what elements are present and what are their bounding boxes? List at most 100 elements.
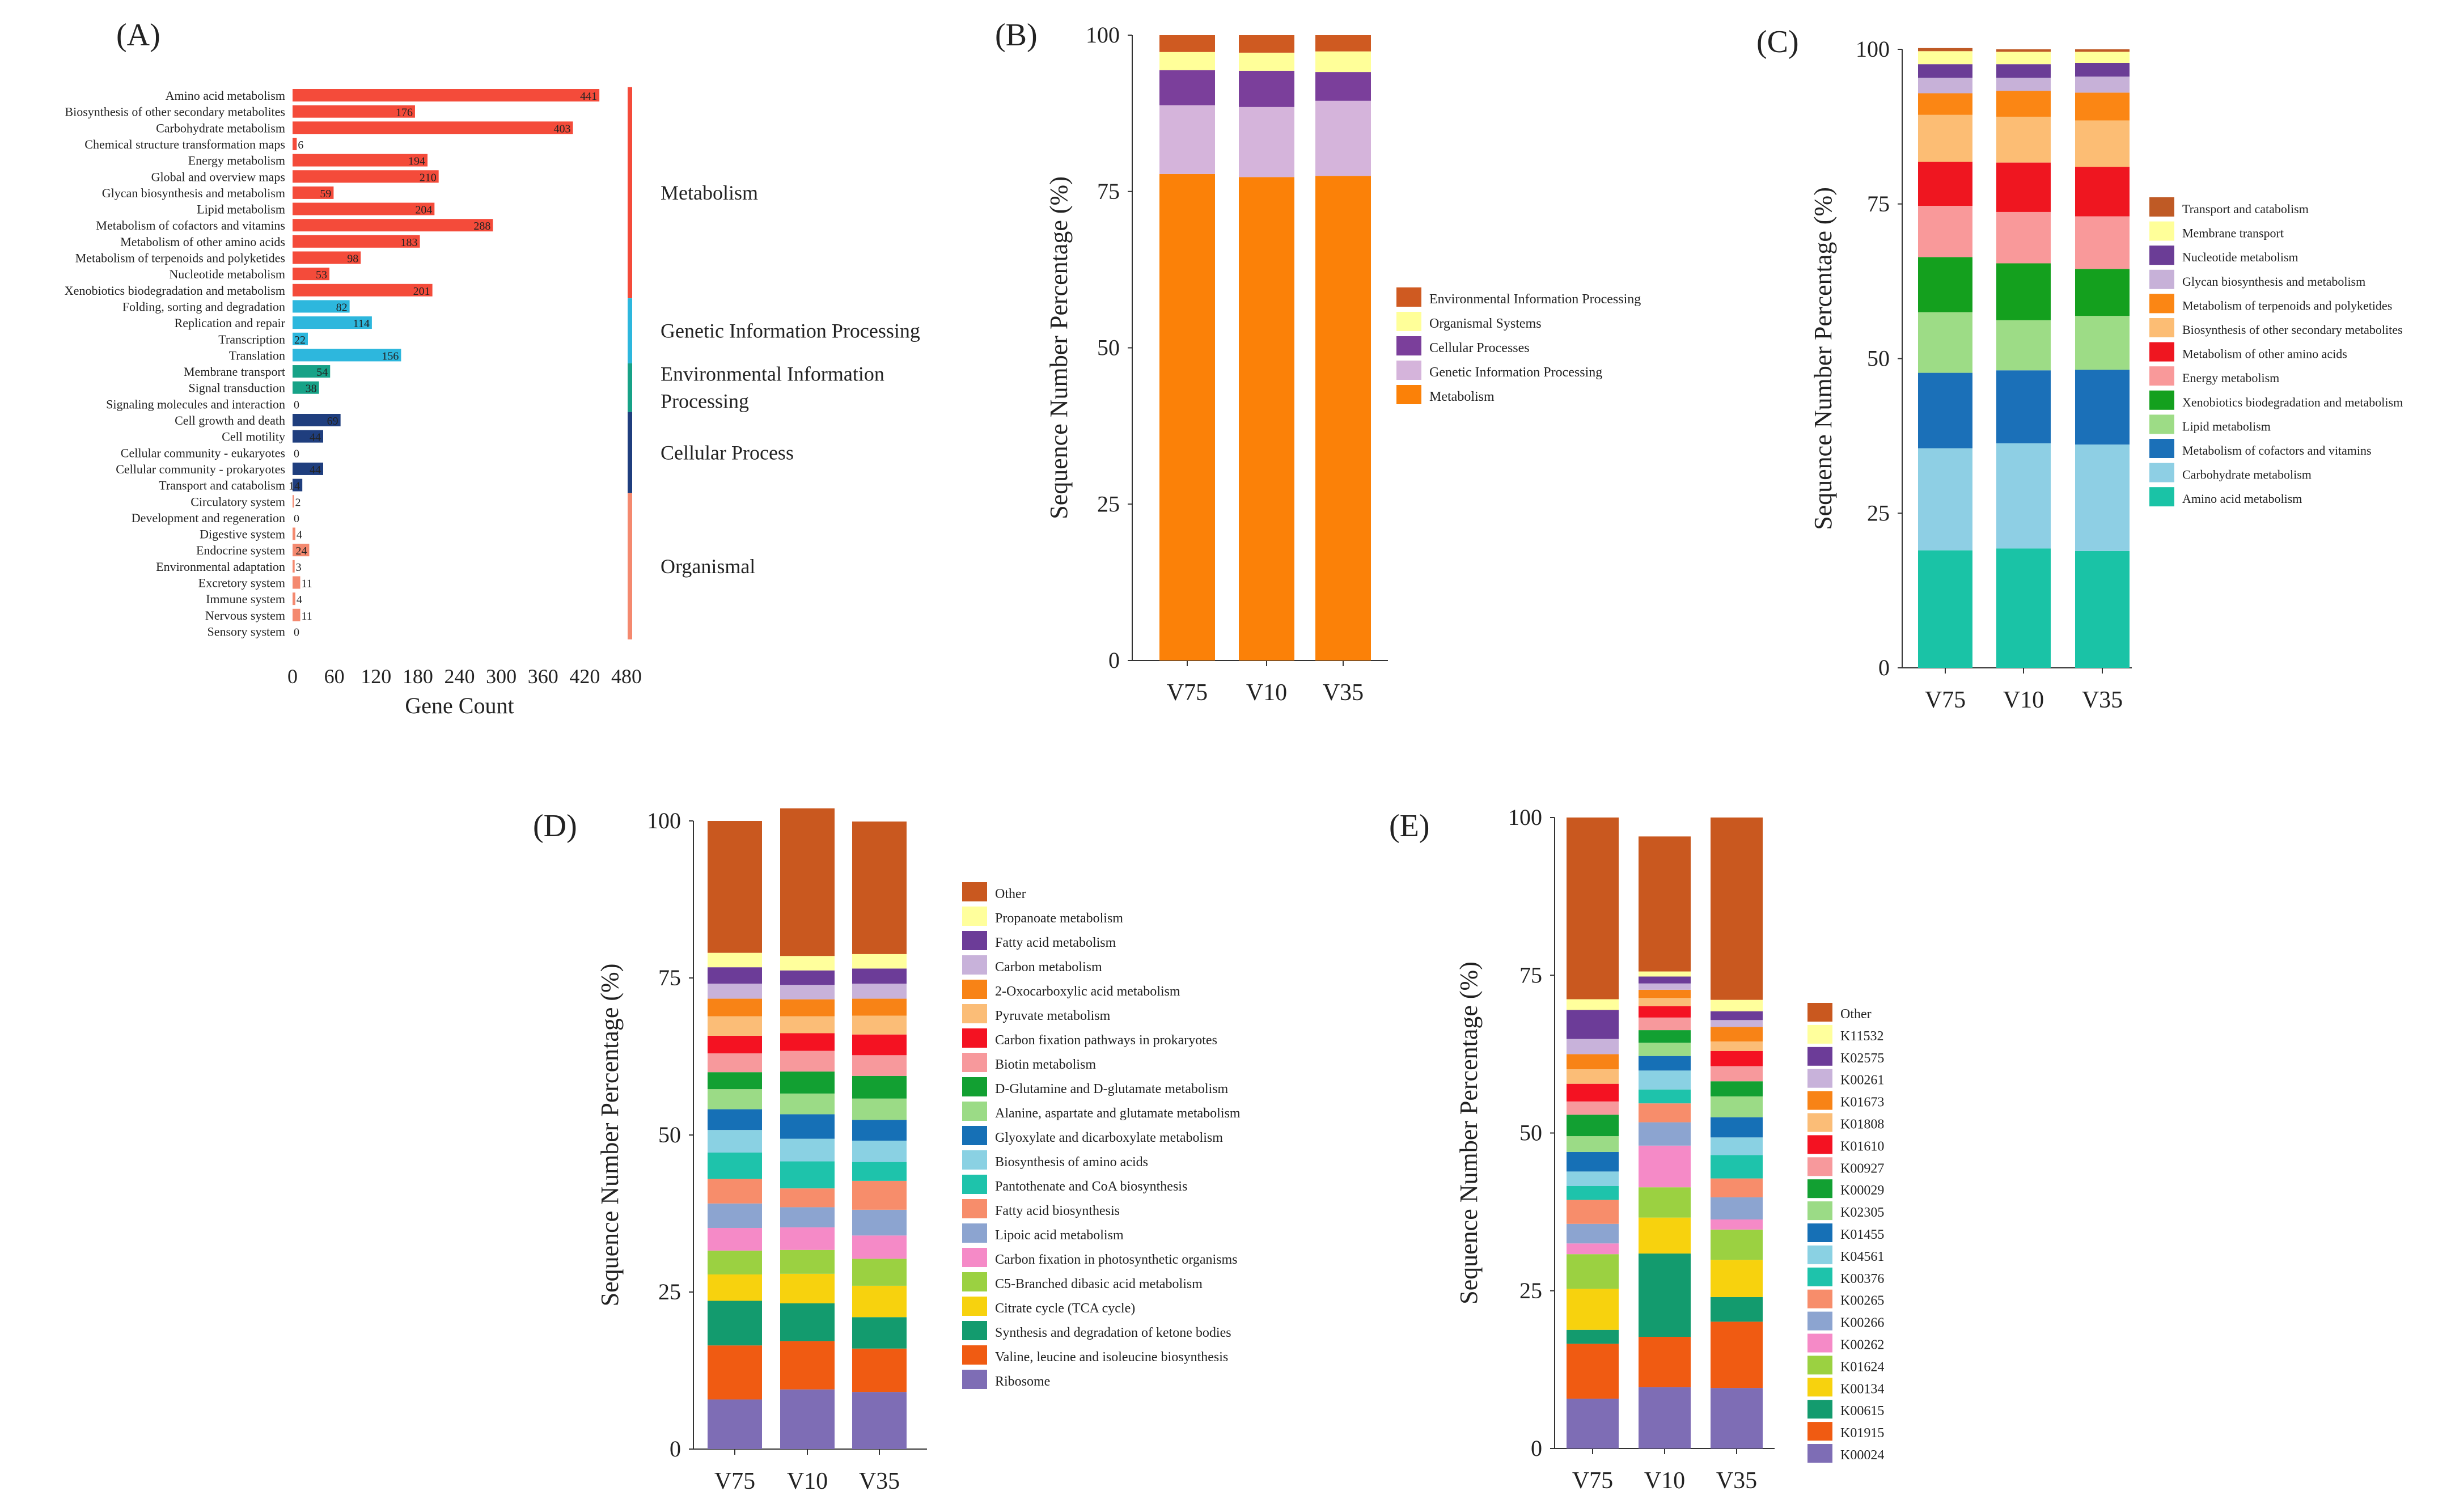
x-tick-v35: V35	[1716, 1468, 1757, 1494]
category-label-carbohydrate-metabolism: Carbohydrate metabolism	[156, 121, 285, 135]
x-tick-0: 0	[287, 665, 298, 688]
bar-amino-acid-metabolism	[293, 89, 600, 101]
y-tick-0: 0	[670, 1436, 681, 1462]
bar-v10-biosynthesis-of-other-secondary-metabolites	[1996, 116, 2051, 163]
group-label-organismal: Organismal	[661, 555, 755, 578]
bar-v10-c5-branched-dibasic-acid-metabolism	[780, 1250, 835, 1274]
legend-label-energy-metabolism: Energy metabolism	[2182, 371, 2279, 385]
bar-v35-membrane-transport	[2075, 52, 2130, 63]
legend-label-k01610: K01610	[1840, 1139, 1884, 1154]
y-tick-50: 50	[1519, 1120, 1542, 1146]
bar-v35-environmental-information-processing	[1315, 35, 1371, 52]
bar-v10-other	[1639, 836, 1691, 972]
panel-label-a: (A)	[116, 18, 160, 53]
value-label-translation: 156	[382, 350, 399, 362]
x-tick-120: 120	[361, 665, 391, 688]
bar-v35-citrate-cycle-tca-cycle	[852, 1285, 907, 1318]
legend-swatch-ribosome	[962, 1370, 987, 1389]
bar-v10-ribosome	[780, 1389, 835, 1449]
bar-v10-lipoic-acid-metabolism	[780, 1207, 835, 1227]
x-tick-v75: V75	[1167, 680, 1208, 706]
bar-v35-metabolism-of-other-amino-acids	[2075, 167, 2130, 217]
value-label-glycan-biosynthesis-and-metabolism: 59	[320, 188, 331, 200]
bar-lipid-metabolism	[293, 202, 435, 215]
legend-label-transport-and-catabolism: Transport and catabolism	[2182, 202, 2309, 216]
category-label-cell-motility: Cell motility	[222, 430, 285, 444]
bar-v10-k00261	[1639, 983, 1691, 990]
legend-swatch-pantothenate-and-coa-biosynthesis	[962, 1175, 987, 1194]
legend-label-environmental-information-processing: Environmental Information Processing	[1429, 292, 1641, 307]
legend-label-other: Other	[1840, 1007, 1872, 1022]
value-label-cell-motility: 44	[310, 431, 321, 444]
bar-v35-xenobiotics-biodegradation-and-metabolism	[2075, 269, 2130, 316]
bar-v10-k01455	[1639, 1056, 1691, 1071]
bar-v75-xenobiotics-biodegradation-and-metabolism	[1918, 257, 1972, 312]
x-axis-label: Gene Count	[405, 693, 514, 718]
value-label-signaling-molecules-and-interaction: 0	[294, 399, 299, 411]
bar-v75-transport-and-catabolism	[1918, 48, 1972, 52]
bar-v10-k00262	[1639, 1145, 1691, 1188]
bar-v35-k00376	[1711, 1155, 1763, 1179]
bar-v75-ribosome	[708, 1399, 762, 1449]
x-tick-v75: V75	[1925, 687, 1966, 713]
x-tick-180: 180	[403, 665, 433, 688]
y-tick-25: 25	[1519, 1278, 1542, 1303]
group-bar-cellular	[628, 412, 632, 493]
legend-swatch-other	[1807, 1003, 1832, 1022]
bar-v10-other	[780, 808, 835, 956]
bar-v35-other	[1711, 818, 1763, 1000]
value-label-environmental-adaptation: 3	[296, 561, 302, 574]
value-label-circulatory-system: 2	[295, 496, 300, 509]
legend-label-metabolism-of-other-amino-acids: Metabolism of other amino acids	[2182, 347, 2347, 361]
bar-v10-k01915	[1639, 1336, 1691, 1388]
y-tick-0: 0	[1531, 1435, 1542, 1461]
y-axis-label: Sequence Number Percentage (%)	[1045, 176, 1073, 519]
legend-label-k01808: K01808	[1840, 1117, 1884, 1132]
bar-v10-metabolism-of-cofactors-and-vitamins	[1996, 370, 2051, 443]
bar-v35-d-glutamine-and-d-glutamate-metabolism	[852, 1075, 907, 1099]
bar-v10-pyruvate-metabolism	[780, 1016, 835, 1034]
bar-v75-genetic-information-processing	[1159, 105, 1215, 174]
bar-v75-lipid-metabolism	[1918, 312, 1972, 373]
bar-v35-carbon-fixation-in-photosynthetic-organisms	[852, 1235, 907, 1259]
category-label-development-and-regeneration: Development and regeneration	[132, 511, 285, 525]
bar-v10-nucleotide-metabolism	[1996, 64, 2051, 78]
bar-v75-alanine-aspartate-and-glutamate-metabolism	[708, 1089, 762, 1109]
category-label-cellular-community-prokaryotes: Cellular community - prokaryotes	[116, 462, 285, 476]
value-label-transcription: 22	[294, 334, 306, 346]
bar-v35-glyoxylate-and-dicarboxylate-metabolism	[852, 1120, 907, 1141]
legend-label-k00024: K00024	[1840, 1448, 1884, 1463]
bar-v10-k02305	[1639, 1043, 1691, 1056]
category-label-chemical-structure-transformation-maps: Chemical structure transformation maps	[84, 137, 285, 151]
bar-v75-k11532	[1567, 999, 1619, 1010]
legend-swatch-glycan-biosynthesis-and-metabolism	[2149, 269, 2174, 289]
legend-swatch-biosynthesis-of-amino-acids	[962, 1150, 987, 1170]
legend-swatch-k00927	[1807, 1157, 1832, 1176]
y-tick-25: 25	[1867, 500, 1890, 526]
bar-v35-biosynthesis-of-other-secondary-metabolites	[2075, 120, 2130, 167]
bar-immune-system	[293, 592, 295, 605]
legend-label-2-oxocarboxylic-acid-metabolism: 2-Oxocarboxylic acid metabolism	[995, 984, 1180, 999]
legend-swatch-k01808	[1807, 1113, 1832, 1132]
group-label-genetic: Genetic Information Processing	[661, 319, 920, 342]
legend-label-metabolism-of-terpenoids-and-polyketides: Metabolism of terpenoids and polyketides	[2182, 298, 2392, 312]
bar-v10-carbon-metabolism	[780, 985, 835, 999]
bar-v35-pyruvate-metabolism	[852, 1015, 907, 1035]
bar-v10-organismal-systems	[1239, 52, 1294, 71]
bar-v75-biotin-metabolism	[708, 1053, 762, 1073]
legend-swatch-k00134	[1807, 1378, 1832, 1397]
bar-v10-k01610	[1639, 1006, 1691, 1018]
legend-label-k01673: K01673	[1840, 1095, 1884, 1110]
group-bar-organismal	[628, 493, 632, 639]
bar-cellular-community-prokaryotes	[293, 462, 323, 475]
legend-label-k11532: K11532	[1840, 1029, 1883, 1044]
legend-label-membrane-transport: Membrane transport	[2182, 226, 2284, 240]
value-label-global-and-overview-maps: 210	[420, 171, 437, 184]
y-tick-100: 100	[1508, 804, 1542, 830]
bar-v35-synthesis-and-degradation-of-ketone-bodies	[852, 1317, 907, 1349]
bar-metabolism-of-terpenoids-and-polyketides	[293, 251, 361, 264]
bar-v35-carbon-metabolism	[852, 983, 907, 999]
group-label-environmental-line1: Environmental Information	[661, 363, 884, 386]
legend-swatch-k11532	[1807, 1024, 1832, 1044]
legend-swatch-carbon-metabolism	[962, 955, 987, 975]
